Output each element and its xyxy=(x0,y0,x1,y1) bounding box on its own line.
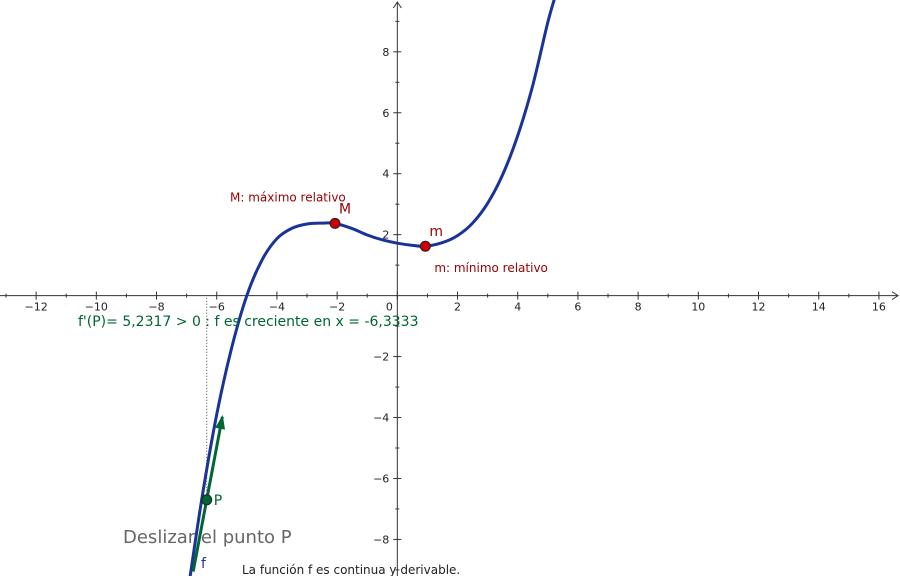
x-tick-label: 0 xyxy=(386,301,393,314)
y-tick-label: −4 xyxy=(373,412,389,425)
y-tick-label: 2 xyxy=(382,229,389,242)
point-max-name: M xyxy=(339,201,351,217)
derivative-readout: f'(P)= 5,2317 > 0 : f es creciente en x … xyxy=(78,314,418,330)
x-tick-label: −12 xyxy=(25,301,48,314)
x-tick-label: −4 xyxy=(269,301,285,314)
tangent-line-at-p xyxy=(191,416,224,572)
x-tick-label: −10 xyxy=(85,301,108,314)
tangent-arrow-head xyxy=(215,414,226,430)
y-tick-label: −8 xyxy=(373,533,389,546)
y-tick-label: 8 xyxy=(382,46,389,59)
slider-hint: Deslizar el punto P xyxy=(123,527,292,548)
function-f-curve xyxy=(188,0,556,576)
footer-note: La función f es continua y derivable. xyxy=(242,563,460,576)
max-label: M: máximo relativo xyxy=(230,190,346,204)
x-tick-label: −6 xyxy=(209,301,225,314)
x-tick-label: 8 xyxy=(635,301,642,314)
x-tick-label: 12 xyxy=(752,301,766,314)
y-axis-ticks: −8 −6 −4 −2 2 4 6 8 xyxy=(373,20,402,571)
x-tick-label: 6 xyxy=(574,301,581,314)
x-tick-label: 16 xyxy=(872,301,886,314)
point-min-name: m xyxy=(429,224,443,240)
point-p-name: P xyxy=(214,493,222,509)
marked-points: Mm P xyxy=(201,201,443,509)
point-min xyxy=(419,240,431,252)
y-tick-label: 4 xyxy=(382,168,389,181)
x-axis-arrow xyxy=(891,291,899,301)
x-tick-label: 2 xyxy=(454,301,461,314)
x-tick-label: −2 xyxy=(329,301,345,314)
x-tick-label: 4 xyxy=(514,301,521,314)
point-max xyxy=(329,217,341,229)
y-tick-label: −6 xyxy=(373,472,389,485)
x-tick-label: −8 xyxy=(148,301,164,314)
point-p[interactable] xyxy=(201,494,213,506)
function-name-label: f xyxy=(201,556,207,572)
x-axis-ticks: −12 −10 −8 −6 −4 −2 0 2 4 6 8 10 12 14 16 xyxy=(5,291,886,314)
min-label: m: mínimo relativo xyxy=(434,261,548,275)
y-tick-label: −2 xyxy=(373,351,389,364)
x-tick-label: 14 xyxy=(812,301,826,314)
x-tick-label: 10 xyxy=(691,301,705,314)
y-tick-label: 6 xyxy=(382,107,389,120)
y-axis-arrow xyxy=(392,1,402,9)
